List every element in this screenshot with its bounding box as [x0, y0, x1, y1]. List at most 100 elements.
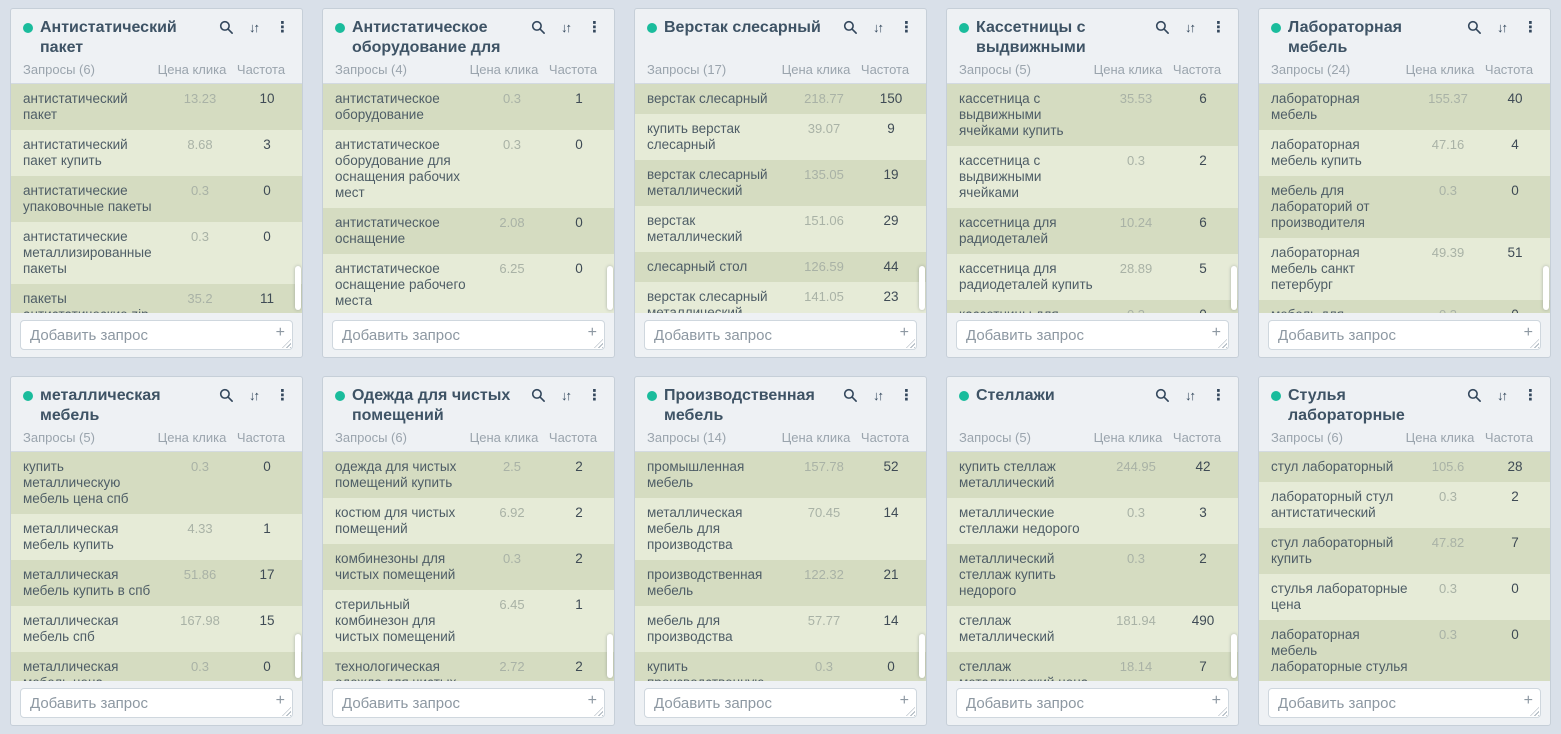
sort-icon[interactable]: ↓↑: [561, 388, 572, 403]
kebab-menu-icon[interactable]: ⋮: [587, 19, 602, 36]
query-row[interactable]: кассетницы для радиодеталей 0.3 0: [947, 300, 1238, 313]
sort-icon[interactable]: ↓↑: [873, 388, 884, 403]
query-row[interactable]: верстак металлический 151.06 29: [635, 206, 926, 252]
plus-icon[interactable]: +: [275, 324, 285, 341]
query-row[interactable]: лабораторная мебель 155.37 40: [1259, 84, 1550, 130]
query-row[interactable]: мебель для лаборатории купить 0.3 0: [1259, 300, 1550, 313]
kebab-menu-icon[interactable]: ⋮: [1211, 19, 1226, 36]
kebab-menu-icon[interactable]: ⋮: [1523, 19, 1538, 36]
resize-grip-icon[interactable]: [1530, 339, 1539, 348]
query-row[interactable]: технологическая одежда для чистых помеще…: [323, 652, 614, 681]
query-row[interactable]: стеллаж металлический цена 18.14 7: [947, 652, 1238, 681]
search-icon[interactable]: [219, 388, 234, 403]
sort-icon[interactable]: ↓↑: [1497, 20, 1508, 35]
query-row[interactable]: промышленная мебель 157.78 52: [635, 452, 926, 498]
query-list[interactable]: одежда для чистых помещений купить 2.5 2…: [323, 451, 614, 681]
plus-icon[interactable]: +: [1523, 692, 1533, 709]
resize-grip-icon[interactable]: [594, 707, 603, 716]
plus-icon[interactable]: +: [587, 692, 597, 709]
query-row[interactable]: производственная мебель 122.32 21: [635, 560, 926, 606]
query-row[interactable]: купить металлическую мебель цена спб 0.3…: [11, 452, 302, 514]
query-list[interactable]: промышленная мебель 157.78 52 металличес…: [635, 451, 926, 681]
query-row[interactable]: верстак слесарный металлический 141.05 2…: [635, 282, 926, 313]
query-row[interactable]: антистатическое оснащение рабочего места…: [323, 254, 614, 313]
sort-icon[interactable]: ↓↑: [873, 20, 884, 35]
kebab-menu-icon[interactable]: ⋮: [275, 19, 290, 36]
query-row[interactable]: мебель для лабораторий от производителя …: [1259, 176, 1550, 238]
query-row[interactable]: слесарный стол 126.59 44: [635, 252, 926, 282]
add-query-input[interactable]: [644, 688, 917, 718]
kebab-menu-icon[interactable]: ⋮: [1523, 387, 1538, 404]
query-row[interactable]: верстак слесарный 218.77 150: [635, 84, 926, 114]
search-icon[interactable]: [1155, 20, 1170, 35]
add-query-input[interactable]: [1268, 320, 1541, 350]
add-query-input[interactable]: [1268, 688, 1541, 718]
query-list[interactable]: верстак слесарный 218.77 150 купить верс…: [635, 83, 926, 313]
query-row[interactable]: металлическая мебель для производства 70…: [635, 498, 926, 560]
search-icon[interactable]: [219, 20, 234, 35]
query-row[interactable]: одежда для чистых помещений купить 2.5 2: [323, 452, 614, 498]
query-list[interactable]: антистатический пакет 13.23 10 антистати…: [11, 83, 302, 313]
query-list[interactable]: купить стеллаж металлический 244.95 42 м…: [947, 451, 1238, 681]
add-query-input[interactable]: [332, 320, 605, 350]
query-row[interactable]: купить производственную мебель 0.3 0: [635, 652, 926, 681]
query-row[interactable]: антистатический пакет купить 8.68 3: [11, 130, 302, 176]
query-row[interactable]: кассетница с выдвижными ячейками 0.3 2: [947, 146, 1238, 208]
query-row[interactable]: верстак слесарный металлический 135.05 1…: [635, 160, 926, 206]
query-row[interactable]: антистатическое оборудование 0.3 1: [323, 84, 614, 130]
resize-grip-icon[interactable]: [594, 339, 603, 348]
sort-icon[interactable]: ↓↑: [1185, 388, 1196, 403]
plus-icon[interactable]: +: [587, 324, 597, 341]
query-row[interactable]: металлическая мебель цена 0.3 0: [11, 652, 302, 681]
search-icon[interactable]: [531, 388, 546, 403]
query-row[interactable]: стеллаж металлический 181.94 490: [947, 606, 1238, 652]
resize-grip-icon[interactable]: [1530, 707, 1539, 716]
search-icon[interactable]: [1467, 20, 1482, 35]
query-row[interactable]: антистатические металлизированные пакеты…: [11, 222, 302, 284]
sort-icon[interactable]: ↓↑: [249, 388, 260, 403]
query-row[interactable]: стул лабораторный 105.6 28: [1259, 452, 1550, 482]
query-list[interactable]: лабораторная мебель 155.37 40 лабораторн…: [1259, 83, 1550, 313]
query-row[interactable]: металлическая мебель купить 4.33 1: [11, 514, 302, 560]
query-row[interactable]: лабораторная мебель лабораторные стулья …: [1259, 620, 1550, 681]
kebab-menu-icon[interactable]: ⋮: [275, 387, 290, 404]
query-row[interactable]: купить стеллаж металлический 244.95 42: [947, 452, 1238, 498]
query-row[interactable]: металлические стеллажи недорого 0.3 3: [947, 498, 1238, 544]
sort-icon[interactable]: ↓↑: [249, 20, 260, 35]
query-row[interactable]: мебель для производства 57.77 14: [635, 606, 926, 652]
query-row[interactable]: стерильный комбинезон для чистых помещен…: [323, 590, 614, 652]
add-query-input[interactable]: [332, 688, 605, 718]
query-row[interactable]: стул лабораторный купить 47.82 7: [1259, 528, 1550, 574]
plus-icon[interactable]: +: [1211, 692, 1221, 709]
plus-icon[interactable]: +: [899, 324, 909, 341]
kebab-menu-icon[interactable]: ⋮: [1211, 387, 1226, 404]
query-row[interactable]: металлический стеллаж купить недорого 0.…: [947, 544, 1238, 606]
query-row[interactable]: лабораторный стул антистатический 0.3 2: [1259, 482, 1550, 528]
resize-grip-icon[interactable]: [1218, 707, 1227, 716]
query-row[interactable]: комбинезоны для чистых помещений 0.3 2: [323, 544, 614, 590]
resize-grip-icon[interactable]: [906, 707, 915, 716]
query-row[interactable]: антистатическое оснащение 2.08 0: [323, 208, 614, 254]
query-row[interactable]: кассетница для радиодеталей купить 28.89…: [947, 254, 1238, 300]
plus-icon[interactable]: +: [1211, 324, 1221, 341]
resize-grip-icon[interactable]: [1218, 339, 1227, 348]
resize-grip-icon[interactable]: [906, 339, 915, 348]
add-query-input[interactable]: [956, 688, 1229, 718]
sort-icon[interactable]: ↓↑: [1497, 388, 1508, 403]
search-icon[interactable]: [1467, 388, 1482, 403]
query-row[interactable]: лабораторная мебель санкт петербург 49.3…: [1259, 238, 1550, 300]
add-query-input[interactable]: [20, 688, 293, 718]
query-row[interactable]: пакеты антистатические zip 35.2 11: [11, 284, 302, 313]
kebab-menu-icon[interactable]: ⋮: [899, 387, 914, 404]
query-row[interactable]: антистатическое оборудование для оснащен…: [323, 130, 614, 208]
query-list[interactable]: стул лабораторный 105.6 28 лабораторный …: [1259, 451, 1550, 681]
kebab-menu-icon[interactable]: ⋮: [587, 387, 602, 404]
query-row[interactable]: лабораторная мебель купить 47.16 4: [1259, 130, 1550, 176]
query-row[interactable]: антистатические упаковочные пакеты 0.3 0: [11, 176, 302, 222]
query-row[interactable]: кассетница для радиодеталей 10.24 6: [947, 208, 1238, 254]
sort-icon[interactable]: ↓↑: [561, 20, 572, 35]
search-icon[interactable]: [843, 388, 858, 403]
query-list[interactable]: купить металлическую мебель цена спб 0.3…: [11, 451, 302, 681]
query-row[interactable]: купить верстак слесарный 39.07 9: [635, 114, 926, 160]
query-list[interactable]: кассетница с выдвижными ячейками купить …: [947, 83, 1238, 313]
